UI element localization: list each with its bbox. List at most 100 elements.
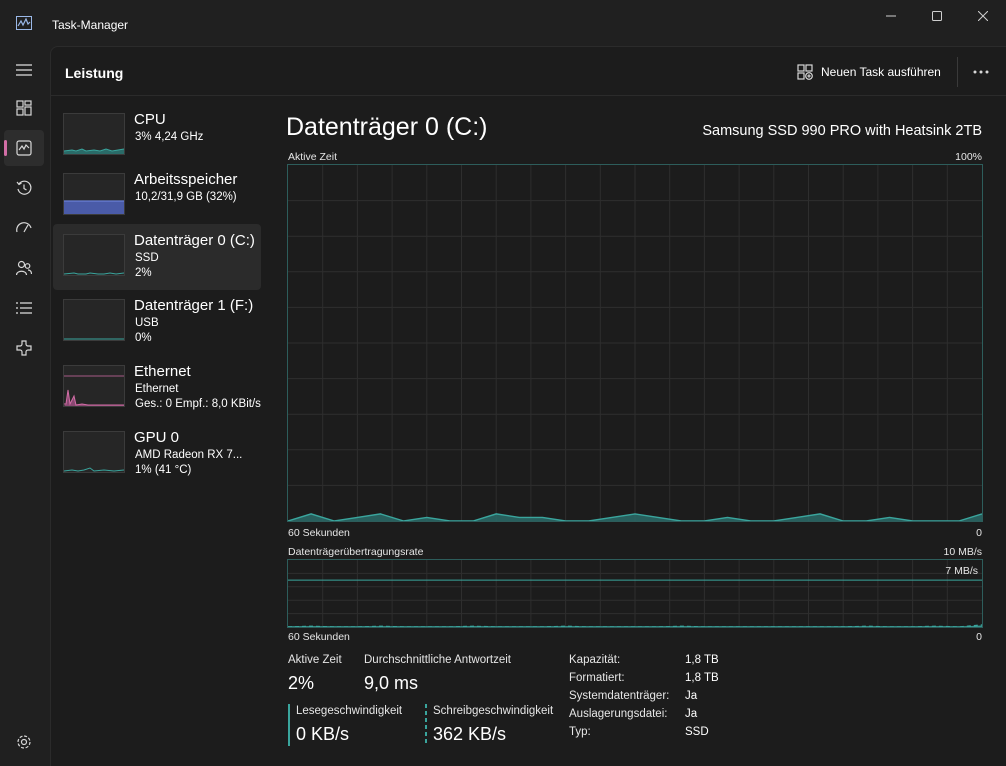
write-speed-indicator (425, 704, 427, 746)
main-panel: Leistung Neuen Task ausführen CPU 3% 4,2… (50, 46, 1006, 766)
app-history-icon (16, 180, 32, 195)
details-icon (16, 302, 32, 314)
read-speed-indicator (288, 704, 290, 746)
gpu-0-thumbnail-graph (63, 431, 125, 473)
property-key: Systemdatenträger: (569, 690, 670, 702)
more-options-button[interactable] (969, 61, 993, 83)
device-usage: Ges.: 0 Empf.: 8,0 KBit/s (135, 398, 261, 410)
active-time-axis-start: 60 Sekunden (288, 527, 350, 539)
device-item-disk-0[interactable]: Datenträger 0 (C:) SSD 2% (53, 224, 261, 290)
startup-apps-icon (16, 222, 32, 233)
nav-services[interactable] (4, 330, 44, 366)
active-time-stat-label: Aktive Zeit (288, 654, 342, 666)
avg-response-stat-value: 9,0 ms (364, 673, 419, 693)
transfer-chart-label: Datenträgerübertragungsrate (288, 546, 424, 558)
device-item-cpu[interactable]: CPU 3% 4,24 GHz (53, 97, 261, 163)
nav-details[interactable] (4, 290, 44, 326)
title-bar: Task-Manager (0, 0, 1006, 46)
minimize-button[interactable] (868, 0, 914, 32)
close-button[interactable] (960, 0, 1006, 32)
minimize-icon (886, 15, 896, 17)
property-key: Formatiert: (569, 672, 625, 684)
nav-performance[interactable] (4, 130, 44, 166)
maximize-icon (932, 11, 942, 21)
header-divider (957, 57, 958, 87)
device-detail: AMD Radeon RX 7... (135, 449, 243, 461)
transfer-rate-chart: 7 MB/s (287, 559, 983, 628)
app-title: Task-Manager (52, 18, 129, 32)
nav-settings[interactable] (4, 724, 44, 760)
device-detail: SSD (135, 252, 159, 264)
transfer-axis-end: 0 (976, 631, 982, 643)
close-icon (978, 11, 988, 21)
property-value: Ja (685, 690, 698, 702)
device-detail: USB (135, 317, 159, 329)
nav-app-history[interactable] (4, 170, 44, 206)
ethernet-thumbnail-graph (63, 365, 125, 407)
device-name: Ethernet (134, 363, 191, 380)
active-time-stat-value: 2% (288, 673, 315, 693)
device-item-ethernet[interactable]: Ethernet Ethernet Ges.: 0 Empf.: 8,0 KBi… (53, 349, 261, 415)
property-key: Typ: (569, 726, 591, 738)
device-item-gpu-0[interactable]: GPU 0 AMD Radeon RX 7... 1% (41 °C) (53, 415, 261, 481)
task-manager-app-icon (16, 16, 32, 30)
nav-users[interactable] (4, 250, 44, 286)
memory-thumbnail-graph (63, 173, 125, 215)
property-value: Ja (685, 708, 698, 720)
settings-icon (17, 735, 31, 749)
new-task-icon (797, 64, 813, 80)
read-speed-stat-value: 0 KB/s (296, 724, 350, 744)
transfer-chart-max: 10 MB/s (943, 546, 982, 558)
cpu-thumbnail-graph (63, 113, 125, 155)
nav-startup-apps[interactable] (4, 210, 44, 246)
property-value: 1,8 TB (685, 654, 719, 666)
device-name: GPU 0 (134, 429, 180, 446)
transfer-axis-start: 60 Sekunden (288, 631, 350, 643)
device-item-memory[interactable]: Arbeitsspeicher 10,2/31,9 GB (32%) (53, 157, 261, 223)
users-icon (16, 260, 32, 276)
device-name: Datenträger 1 (F:) (134, 297, 254, 314)
disk-model: Samsung SSD 990 PRO with Heatsink 2TB (702, 123, 982, 139)
disk-1-thumbnail-graph (63, 299, 125, 341)
device-detail: 3% 4,24 GHz (135, 131, 204, 143)
maximize-button[interactable] (914, 0, 960, 32)
active-time-chart (287, 164, 983, 522)
run-new-task-button[interactable]: Neuen Task ausführen (797, 61, 941, 83)
avg-response-stat-label: Durchschnittliche Antwortzeit (364, 654, 512, 666)
read-speed-stat-label: Lesegeschwindigkeit (296, 705, 403, 717)
device-name: CPU (134, 111, 166, 128)
device-item-disk-1[interactable]: Datenträger 1 (F:) USB 0% (53, 283, 261, 349)
property-value: 1,8 TB (685, 672, 719, 684)
device-name: Arbeitsspeicher (134, 171, 238, 188)
nav-menu-button[interactable] (4, 52, 44, 88)
processes-icon (16, 100, 32, 116)
device-usage: 0% (135, 332, 152, 344)
write-speed-stat-value: 362 KB/s (433, 724, 507, 744)
active-time-chart-max: 100% (955, 151, 982, 163)
active-time-series-line (288, 513, 982, 521)
menu-icon (16, 64, 32, 76)
active-time-chart-svg (288, 165, 982, 521)
nav-processes[interactable] (4, 90, 44, 126)
transfer-reference-label: 7 MB/s (945, 565, 978, 577)
property-key: Kapazität: (569, 654, 621, 666)
navigation-rail (0, 46, 50, 766)
transfer-rate-chart-svg (288, 560, 982, 627)
active-time-axis-end: 0 (976, 527, 982, 539)
device-usage: 1% (41 °C) (135, 464, 192, 476)
device-name: Datenträger 0 (C:) (134, 232, 255, 249)
disk-0-thumbnail-graph (63, 234, 125, 276)
property-key: Auslagerungsdatei: (569, 708, 668, 720)
active-time-chart-label: Aktive Zeit (288, 151, 338, 163)
services-icon (16, 340, 32, 356)
page-header: Leistung Neuen Task ausführen (51, 47, 1006, 96)
write-speed-stat-label: Schreibgeschwindigkeit (433, 705, 554, 717)
page-title: Leistung (65, 65, 124, 81)
more-icon (973, 70, 989, 74)
device-detail: Ethernet (135, 383, 179, 395)
run-new-task-label: Neuen Task ausführen (821, 65, 941, 79)
detail-title: Datenträger 0 (C:) (286, 113, 488, 141)
performance-icon (16, 140, 32, 156)
device-detail: 10,2/31,9 GB (32%) (135, 191, 237, 203)
property-value: SSD (685, 726, 709, 738)
